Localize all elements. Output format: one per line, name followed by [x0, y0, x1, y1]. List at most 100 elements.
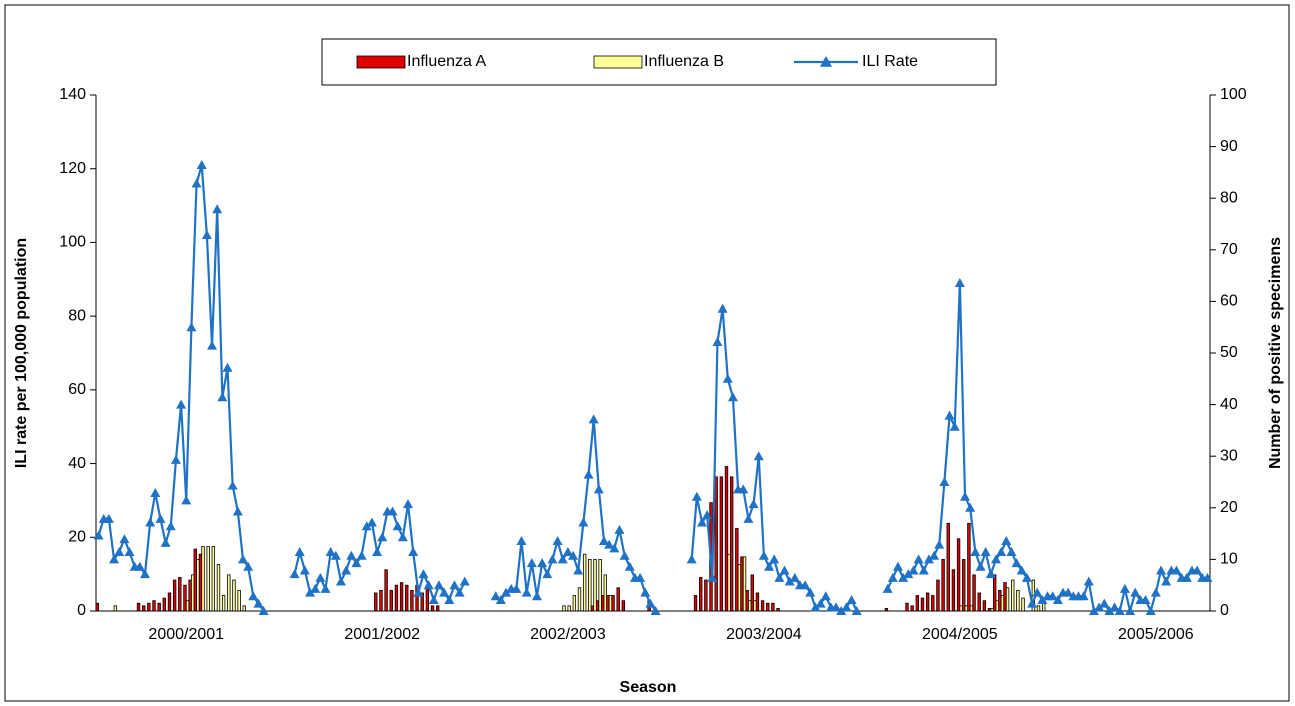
line-marker — [789, 572, 800, 582]
line-marker — [237, 554, 248, 564]
bar — [185, 600, 190, 612]
line-marker — [397, 532, 408, 542]
line-marker — [614, 524, 625, 534]
bar — [729, 476, 734, 612]
line-marker — [635, 572, 646, 582]
line-marker — [557, 554, 568, 564]
bar — [621, 600, 626, 612]
line-marker — [356, 550, 367, 560]
legend-swatch — [593, 55, 643, 69]
line-marker — [155, 513, 166, 523]
y-tick-label: 20 — [68, 529, 86, 546]
bar — [142, 605, 146, 612]
line-marker — [346, 550, 357, 560]
line-marker — [748, 499, 759, 509]
line-marker — [139, 569, 150, 579]
y2-axis-title: Number of positive specimens — [1267, 237, 1284, 469]
line-marker — [578, 517, 589, 527]
line-marker — [377, 532, 388, 542]
bar — [178, 577, 182, 612]
bar — [562, 605, 566, 612]
bar — [776, 608, 780, 612]
bar — [384, 569, 388, 612]
bar — [915, 595, 920, 612]
bar — [748, 600, 752, 612]
bar — [964, 605, 969, 612]
line-marker — [1140, 594, 1151, 604]
line-marker — [923, 554, 934, 564]
bar — [405, 584, 409, 612]
bar — [920, 597, 925, 612]
bar — [374, 592, 378, 612]
line-marker — [784, 576, 795, 586]
bar — [242, 605, 246, 612]
bar — [157, 602, 161, 612]
line-marker — [985, 569, 996, 579]
line-marker — [1094, 602, 1105, 612]
bar — [410, 589, 414, 612]
line-marker — [181, 495, 192, 505]
bar — [435, 605, 440, 612]
line-marker — [727, 392, 738, 402]
y2-tick-label: 30 — [1220, 447, 1238, 464]
line-marker — [774, 572, 785, 582]
bar — [995, 600, 999, 612]
line-marker — [722, 373, 733, 383]
bar — [941, 559, 945, 612]
line-marker — [913, 554, 924, 564]
line-marker — [604, 539, 615, 549]
bar — [379, 589, 383, 612]
line-marker — [949, 421, 960, 431]
bar — [719, 476, 724, 612]
bar — [196, 559, 200, 612]
line-marker — [903, 569, 914, 579]
bar — [95, 602, 99, 612]
y-axis-title: ILI rate per 100,000 population — [13, 238, 30, 468]
line-marker — [696, 517, 707, 527]
bar — [693, 595, 698, 612]
bar — [959, 605, 963, 612]
line-marker — [1109, 602, 1120, 612]
legend-swatch — [356, 55, 406, 69]
y2-tick-label: 80 — [1220, 189, 1238, 206]
line-marker — [335, 576, 346, 586]
line-marker — [176, 399, 187, 409]
line-marker — [408, 547, 419, 557]
line-marker — [758, 550, 769, 560]
legend-label: ILI Rate — [862, 53, 918, 70]
line-marker — [1156, 565, 1167, 575]
line-marker — [93, 530, 104, 540]
bar — [925, 592, 930, 612]
y-tick-label: 60 — [68, 381, 86, 398]
bar — [742, 556, 747, 612]
bar — [216, 564, 221, 612]
line-marker — [124, 547, 135, 557]
x-tick-label: 2005/2006 — [1118, 626, 1194, 643]
line-marker — [810, 602, 821, 612]
line-marker — [738, 484, 749, 494]
bar — [113, 605, 118, 612]
line-marker — [1161, 576, 1172, 586]
line-marker — [428, 594, 439, 604]
line-marker — [537, 558, 548, 568]
y2-tick-label: 10 — [1220, 551, 1238, 568]
bar — [704, 579, 708, 612]
line-marker — [593, 484, 604, 494]
bar — [1021, 597, 1025, 612]
bar — [931, 595, 935, 612]
line-marker — [599, 535, 610, 545]
line-marker — [831, 602, 842, 612]
line-marker — [640, 587, 651, 597]
bar — [191, 574, 195, 612]
line-marker — [351, 558, 362, 568]
bar — [162, 597, 167, 612]
line-marker — [207, 340, 218, 350]
bar — [946, 522, 950, 612]
bar — [982, 600, 987, 612]
y2-tick-label: 100 — [1220, 86, 1247, 103]
line-marker — [310, 583, 321, 593]
line-marker — [526, 558, 537, 568]
bar — [771, 602, 775, 612]
line-marker — [908, 565, 919, 575]
bar — [977, 592, 981, 612]
